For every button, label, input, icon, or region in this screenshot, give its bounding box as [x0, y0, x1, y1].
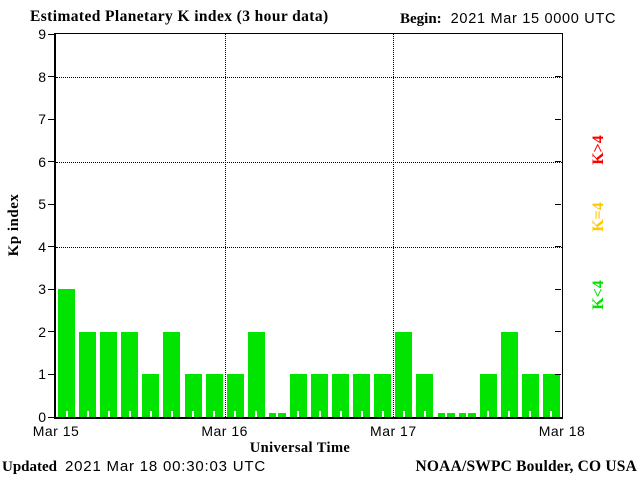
y-tick [48, 331, 54, 333]
x-tick-notch [487, 411, 490, 417]
y-tick-label: 5 [38, 196, 46, 213]
updated-value: 2021 Mar 18 00:30:03 UTC [65, 458, 266, 475]
gridline-kp-4 [56, 246, 562, 248]
x-tick-notch [234, 411, 237, 417]
kp-bar [311, 374, 329, 417]
source-attribution: NOAA/SWPC Boulder, CO USA [415, 458, 637, 475]
plot-area [54, 33, 563, 419]
y-tick [48, 203, 54, 205]
y-tick [48, 76, 54, 78]
kp-bar [332, 374, 350, 417]
x-axis-day-label: Mar 16 [201, 423, 248, 439]
kp-bar [184, 374, 202, 417]
y-tick [48, 246, 54, 248]
x-tick-notch [107, 411, 110, 417]
kp-bar [479, 374, 497, 417]
day-boundary-line [393, 34, 395, 417]
x-tick-notch [297, 411, 300, 417]
begin-value: 2021 Mar 15 0000 UTC [450, 11, 617, 27]
x-tick-notch [402, 411, 405, 417]
gridline-kp-6 [56, 161, 562, 163]
kp-bar [500, 331, 518, 417]
y-tick-label: 7 [38, 111, 46, 128]
x-tick-notch [550, 411, 553, 417]
x-tick-notch [149, 411, 152, 417]
kp-bar [58, 289, 76, 417]
x-tick-notch [86, 411, 89, 417]
x-tick-notch [128, 411, 131, 417]
y-tick [48, 288, 54, 290]
x-tick-notch [508, 411, 511, 417]
y-tick-label: 8 [38, 68, 46, 85]
kp-bar [416, 374, 434, 417]
y-tick [555, 331, 561, 333]
x-tick-notch [360, 411, 363, 417]
y-tick [48, 373, 54, 375]
y-tick [48, 416, 54, 418]
x-tick-notch [423, 411, 426, 417]
y-tick [555, 76, 561, 78]
x-tick-notch [170, 411, 173, 417]
x-tick-notch [381, 411, 384, 417]
kp-bar [142, 374, 160, 417]
x-tick-notch [255, 411, 258, 417]
y-tick [555, 288, 561, 290]
x-tick-notch [339, 411, 342, 417]
kp-bar [205, 374, 223, 417]
x-tick-notch [192, 411, 195, 417]
y-tick-label: 2 [38, 323, 46, 340]
x-axis-day-label: Mar 18 [538, 423, 586, 439]
y-tick-label: 3 [38, 281, 46, 298]
kp-bar [353, 374, 371, 417]
updated-label: Updated [2, 459, 58, 475]
kp-bar [374, 374, 392, 417]
x-tick-notch [466, 411, 469, 417]
kp-bar [542, 374, 560, 417]
y-tick [555, 373, 561, 375]
legend-item-K4: K=4 [590, 202, 607, 232]
x-tick-notch [213, 411, 216, 417]
y-tick-label: 1 [38, 366, 46, 383]
legend-item-K4: K<4 [590, 280, 607, 310]
chart-title: Estimated Planetary K index (3 hour data… [30, 8, 329, 25]
kp-bar [121, 331, 139, 417]
x-tick-notch [276, 411, 279, 417]
x-tick-notch [65, 411, 68, 417]
x-tick-notch [445, 411, 448, 417]
kp-bar [163, 331, 181, 417]
updated-timestamp: Updated 2021 Mar 18 00:30:03 UTC [2, 458, 266, 476]
x-axis-day-label: Mar 17 [370, 423, 417, 439]
begin-label: Begin: [400, 11, 442, 27]
gridline-kp-8 [56, 76, 562, 78]
y-tick-label: 0 [38, 409, 46, 425]
y-tick [555, 161, 561, 163]
kp-bar [226, 374, 244, 417]
kp-bar [79, 331, 97, 417]
day-boundary-line [224, 34, 226, 417]
y-tick [555, 203, 561, 205]
x-axis-day-label: Mar 15 [32, 423, 80, 439]
kp-bar [289, 374, 307, 417]
y-tick-label: 6 [38, 153, 46, 170]
y-tick [48, 33, 54, 35]
y-tick [48, 118, 54, 120]
kp-bar [247, 331, 265, 417]
y-tick [555, 246, 561, 248]
y-tick [48, 161, 54, 163]
y-tick [555, 118, 561, 120]
y-tick-label: 9 [38, 26, 46, 42]
kp-bar [395, 331, 413, 417]
y-tick-label: 4 [38, 238, 46, 255]
kp-bar [521, 374, 539, 417]
x-tick-notch [529, 411, 532, 417]
kp-bar [100, 331, 118, 417]
x-axis-title: Universal Time [249, 440, 351, 456]
x-tick-notch [318, 411, 321, 417]
begin-timestamp: Begin: 2021 Mar 15 0000 UTC [400, 11, 616, 28]
